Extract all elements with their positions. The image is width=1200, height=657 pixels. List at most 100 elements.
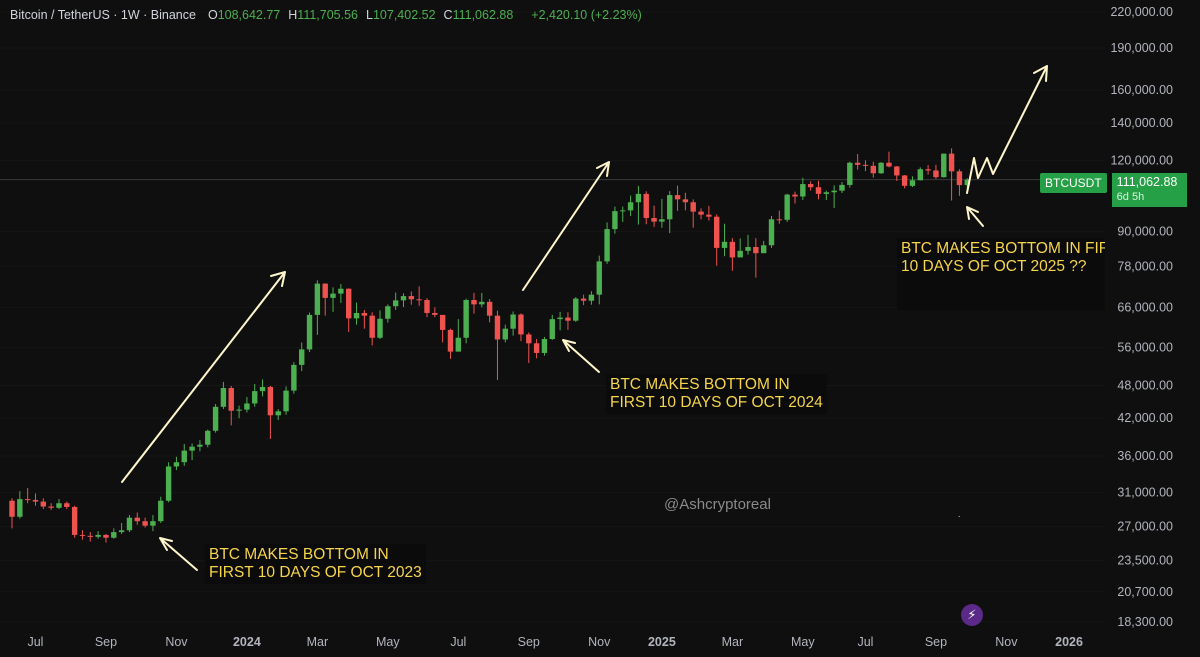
y-tick-label: 78,000.00 bbox=[1117, 259, 1173, 273]
candle-body bbox=[807, 184, 814, 188]
y-tick-label: 23,500.00 bbox=[1117, 554, 1173, 568]
y-tick-label: 18,300.00 bbox=[1117, 615, 1173, 629]
candle-body bbox=[471, 300, 477, 305]
candle-body bbox=[737, 250, 743, 258]
candle bbox=[205, 429, 211, 448]
candle bbox=[416, 286, 422, 306]
last-price-tag: BTCUSDT 111,062.88 6d 5h bbox=[1040, 173, 1187, 207]
candle-body bbox=[526, 334, 532, 344]
candle bbox=[635, 185, 642, 225]
candle-body bbox=[252, 391, 258, 404]
candle bbox=[901, 174, 908, 189]
candle bbox=[111, 528, 117, 539]
candle bbox=[745, 234, 751, 255]
candle bbox=[659, 198, 665, 228]
candle bbox=[79, 530, 86, 540]
lightning-icon[interactable]: ⚡ bbox=[961, 604, 983, 626]
candle-body bbox=[768, 219, 775, 246]
candle-body bbox=[259, 386, 266, 392]
candle bbox=[330, 287, 336, 312]
y-tick-label: 66,000.00 bbox=[1117, 300, 1173, 314]
candle bbox=[690, 199, 696, 228]
candle-body bbox=[620, 210, 626, 212]
chart-header: Bitcoin / TetherUS · 1W · Binance O108,6… bbox=[10, 8, 642, 22]
candle bbox=[643, 191, 649, 225]
candle bbox=[299, 342, 305, 372]
x-tick-label: 2024 bbox=[233, 635, 261, 649]
candle bbox=[854, 154, 861, 170]
y-tick-label: 56,000.00 bbox=[1117, 341, 1173, 355]
candle bbox=[753, 238, 759, 278]
candle-body bbox=[878, 162, 884, 174]
candle bbox=[455, 319, 462, 352]
candle-body bbox=[95, 534, 101, 537]
y-tick-label: 42,000.00 bbox=[1117, 411, 1173, 425]
x-tick-label: Nov bbox=[588, 635, 611, 649]
candle-body bbox=[674, 195, 681, 200]
candle-body bbox=[424, 300, 430, 313]
candle bbox=[400, 293, 407, 307]
candle bbox=[792, 191, 798, 204]
candle-body bbox=[361, 312, 368, 316]
y-tick-label: 48,000.00 bbox=[1117, 378, 1173, 392]
candle bbox=[862, 160, 869, 172]
candle bbox=[361, 309, 368, 329]
candle-body bbox=[706, 214, 712, 217]
candle-body bbox=[400, 296, 407, 301]
candle-body bbox=[40, 501, 47, 507]
candle bbox=[925, 165, 931, 175]
candle-body bbox=[150, 521, 156, 526]
candle bbox=[165, 462, 172, 503]
candle bbox=[714, 214, 720, 266]
candle-body bbox=[197, 444, 203, 447]
candle-body bbox=[627, 202, 634, 211]
candle-body bbox=[64, 503, 70, 507]
x-tick-label: Nov bbox=[165, 635, 188, 649]
candle bbox=[565, 312, 571, 330]
candle bbox=[807, 181, 814, 191]
candle-body bbox=[690, 202, 696, 212]
x-tick-label: Mar bbox=[722, 635, 744, 649]
candle-body bbox=[941, 153, 947, 178]
candle bbox=[964, 178, 970, 188]
candle-body bbox=[126, 517, 133, 531]
candle-body bbox=[267, 386, 274, 416]
candle-body bbox=[32, 499, 39, 502]
candle-body bbox=[635, 193, 642, 203]
candle-body bbox=[9, 500, 15, 517]
candle bbox=[627, 195, 634, 216]
candle bbox=[150, 515, 156, 532]
candle bbox=[228, 385, 234, 426]
candle bbox=[369, 312, 375, 346]
y-tick-label: 220,000.00 bbox=[1110, 5, 1173, 19]
candle bbox=[941, 153, 947, 178]
candle-body bbox=[283, 390, 289, 412]
candle bbox=[103, 533, 109, 543]
candle-body bbox=[604, 229, 610, 262]
x-tick-label: 2025 bbox=[648, 635, 676, 649]
candle-body bbox=[917, 169, 923, 181]
candle-body bbox=[714, 216, 720, 248]
candle bbox=[126, 515, 133, 533]
candle-body bbox=[776, 219, 783, 221]
candle-body bbox=[56, 503, 62, 508]
y-tick-label: 120,000.00 bbox=[1110, 154, 1173, 168]
candle bbox=[651, 205, 657, 227]
candle bbox=[212, 404, 219, 433]
candle bbox=[40, 498, 47, 510]
pointer-arrow-2024 bbox=[562, 339, 600, 373]
candle-body bbox=[228, 388, 234, 411]
x-tick-label: Sep bbox=[925, 635, 947, 649]
x-tick-label: 2026 bbox=[1055, 635, 1083, 649]
watermark: @Ashcryptoreal bbox=[664, 496, 771, 513]
candle-body bbox=[369, 315, 375, 338]
x-tick-label: Sep bbox=[95, 635, 117, 649]
candle bbox=[118, 522, 125, 534]
candle bbox=[878, 162, 884, 174]
candle-body bbox=[643, 193, 649, 218]
candle bbox=[886, 151, 892, 168]
candle bbox=[549, 314, 555, 340]
candle bbox=[314, 280, 321, 335]
candle-body bbox=[549, 319, 555, 340]
